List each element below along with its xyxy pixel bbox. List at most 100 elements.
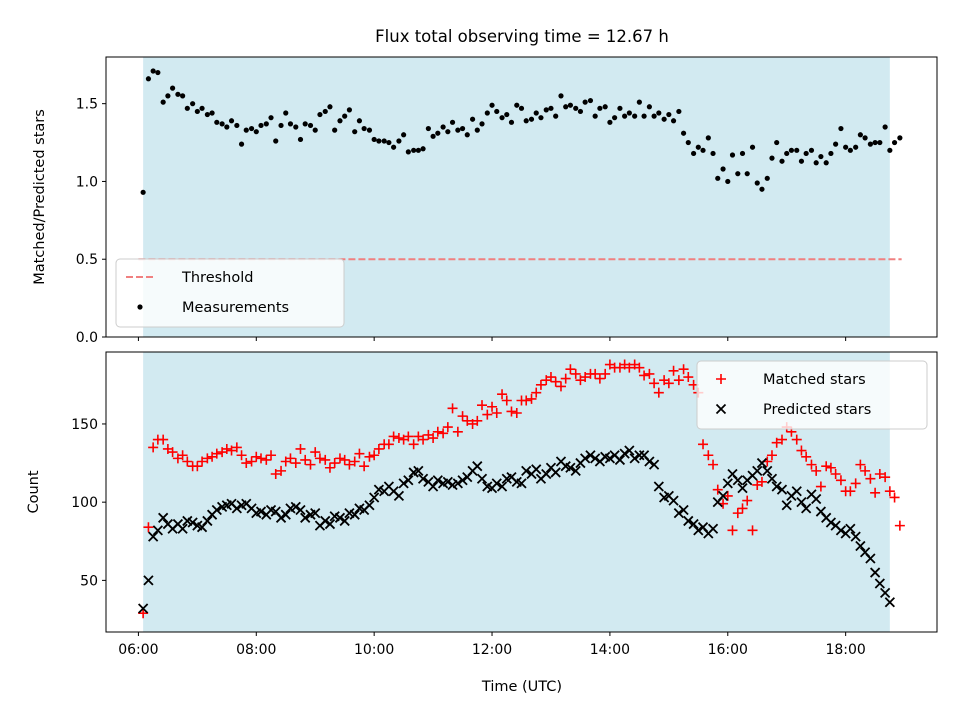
measurement-point	[489, 102, 495, 108]
measurement-point	[676, 108, 682, 115]
measurement-point	[145, 76, 152, 82]
matched-point	[722, 490, 733, 501]
matched-point	[300, 454, 311, 465]
measurement-point	[401, 132, 407, 138]
matched-point	[884, 486, 895, 497]
matched-point	[639, 370, 650, 381]
predicted-point	[143, 575, 154, 586]
predicted-point	[148, 531, 159, 542]
measurement-point	[302, 121, 308, 127]
matched-point	[324, 462, 335, 473]
x-axis-label: Time (UTC)	[481, 679, 562, 695]
measurement-point	[411, 147, 417, 153]
measurement-point	[322, 108, 328, 115]
measurement-point	[695, 144, 701, 150]
matched-point	[531, 387, 542, 398]
measurement-point	[273, 138, 279, 144]
matched-point	[143, 522, 154, 533]
matched-point	[756, 476, 767, 487]
measurement-point	[165, 93, 171, 99]
measurement-point	[818, 153, 824, 160]
matched-point	[167, 447, 178, 458]
matched-point	[663, 378, 674, 389]
measurement-point	[833, 141, 839, 147]
matched-point	[860, 465, 871, 476]
measurement-point	[405, 149, 411, 155]
legend-box	[696, 360, 928, 430]
measurement-point	[828, 150, 834, 157]
measurement-point	[887, 147, 893, 153]
measurement-point	[690, 150, 697, 157]
predicted-point	[550, 467, 561, 478]
measurement-point	[224, 124, 230, 130]
predicted-point	[634, 450, 645, 461]
measurement-point	[735, 171, 741, 177]
measurement-point	[386, 139, 392, 146]
matched-point	[290, 458, 301, 469]
predicted-point	[570, 465, 581, 477]
measurement-point	[376, 138, 382, 144]
measurement-point	[297, 136, 304, 143]
measurement-point	[764, 175, 770, 181]
measurement-point	[877, 139, 883, 146]
x-tick-label: 16:00	[708, 642, 748, 658]
matched-point	[742, 495, 753, 506]
matched-point	[329, 458, 340, 469]
measurement-point	[838, 125, 844, 132]
matched-point	[211, 448, 222, 459]
matched-point	[310, 447, 321, 458]
matched-point	[295, 443, 306, 454]
matched-point	[845, 486, 856, 497]
matched-point	[855, 459, 866, 470]
measurement-point	[759, 186, 765, 192]
predicted-point	[722, 478, 733, 489]
measurement-point	[646, 104, 652, 110]
predicted-point	[324, 518, 336, 530]
matched-point	[246, 456, 257, 467]
matched-point	[432, 426, 443, 437]
y-tick-label: 100	[71, 495, 98, 511]
legend-label: Measurements	[182, 300, 289, 316]
measurement-point	[317, 111, 323, 118]
predicted-point	[364, 500, 375, 511]
predicted-point	[393, 490, 405, 502]
matched-point	[202, 453, 213, 464]
predicted-point	[442, 476, 453, 487]
predicted-point	[884, 597, 895, 608]
measurement-point	[508, 119, 515, 125]
measurement-point	[327, 104, 333, 110]
legend-label: Matched stars	[763, 372, 866, 388]
measurement-point	[528, 116, 535, 122]
measurement-point	[449, 119, 456, 125]
legend-measurement-swatch	[137, 304, 143, 310]
measurement-point	[371, 136, 377, 143]
matched-point	[320, 454, 331, 465]
predicted-point	[791, 486, 802, 497]
measurement-point	[455, 127, 461, 133]
matched-point	[653, 387, 664, 398]
measurement-point	[661, 116, 667, 122]
measurement-point	[184, 105, 190, 111]
matched-point	[894, 520, 905, 531]
flux-ratio-panel: 0.0 0.5 1.0 1.5 Matched/Predicted stars Thres…	[32, 56, 938, 346]
y-tick-label: 0.0	[76, 330, 98, 346]
measurement-point	[307, 122, 314, 129]
matched-point	[334, 453, 345, 464]
predicted-point	[295, 504, 306, 516]
measurement-point	[582, 99, 588, 105]
matched-point	[511, 408, 522, 419]
predicted-point	[255, 506, 267, 517]
matched-point	[796, 445, 807, 456]
measurement-point	[725, 178, 731, 185]
measurement-point	[150, 68, 156, 74]
measurement-point	[494, 108, 500, 115]
matched-point	[570, 368, 581, 379]
measurement-point	[258, 122, 264, 129]
matched-point	[403, 431, 414, 442]
predicted-point	[683, 515, 694, 527]
predicted-point	[472, 461, 483, 472]
measurement-point	[214, 119, 220, 125]
predicted-point	[811, 493, 822, 505]
predicted-point	[158, 512, 169, 523]
matched-point	[712, 484, 723, 495]
